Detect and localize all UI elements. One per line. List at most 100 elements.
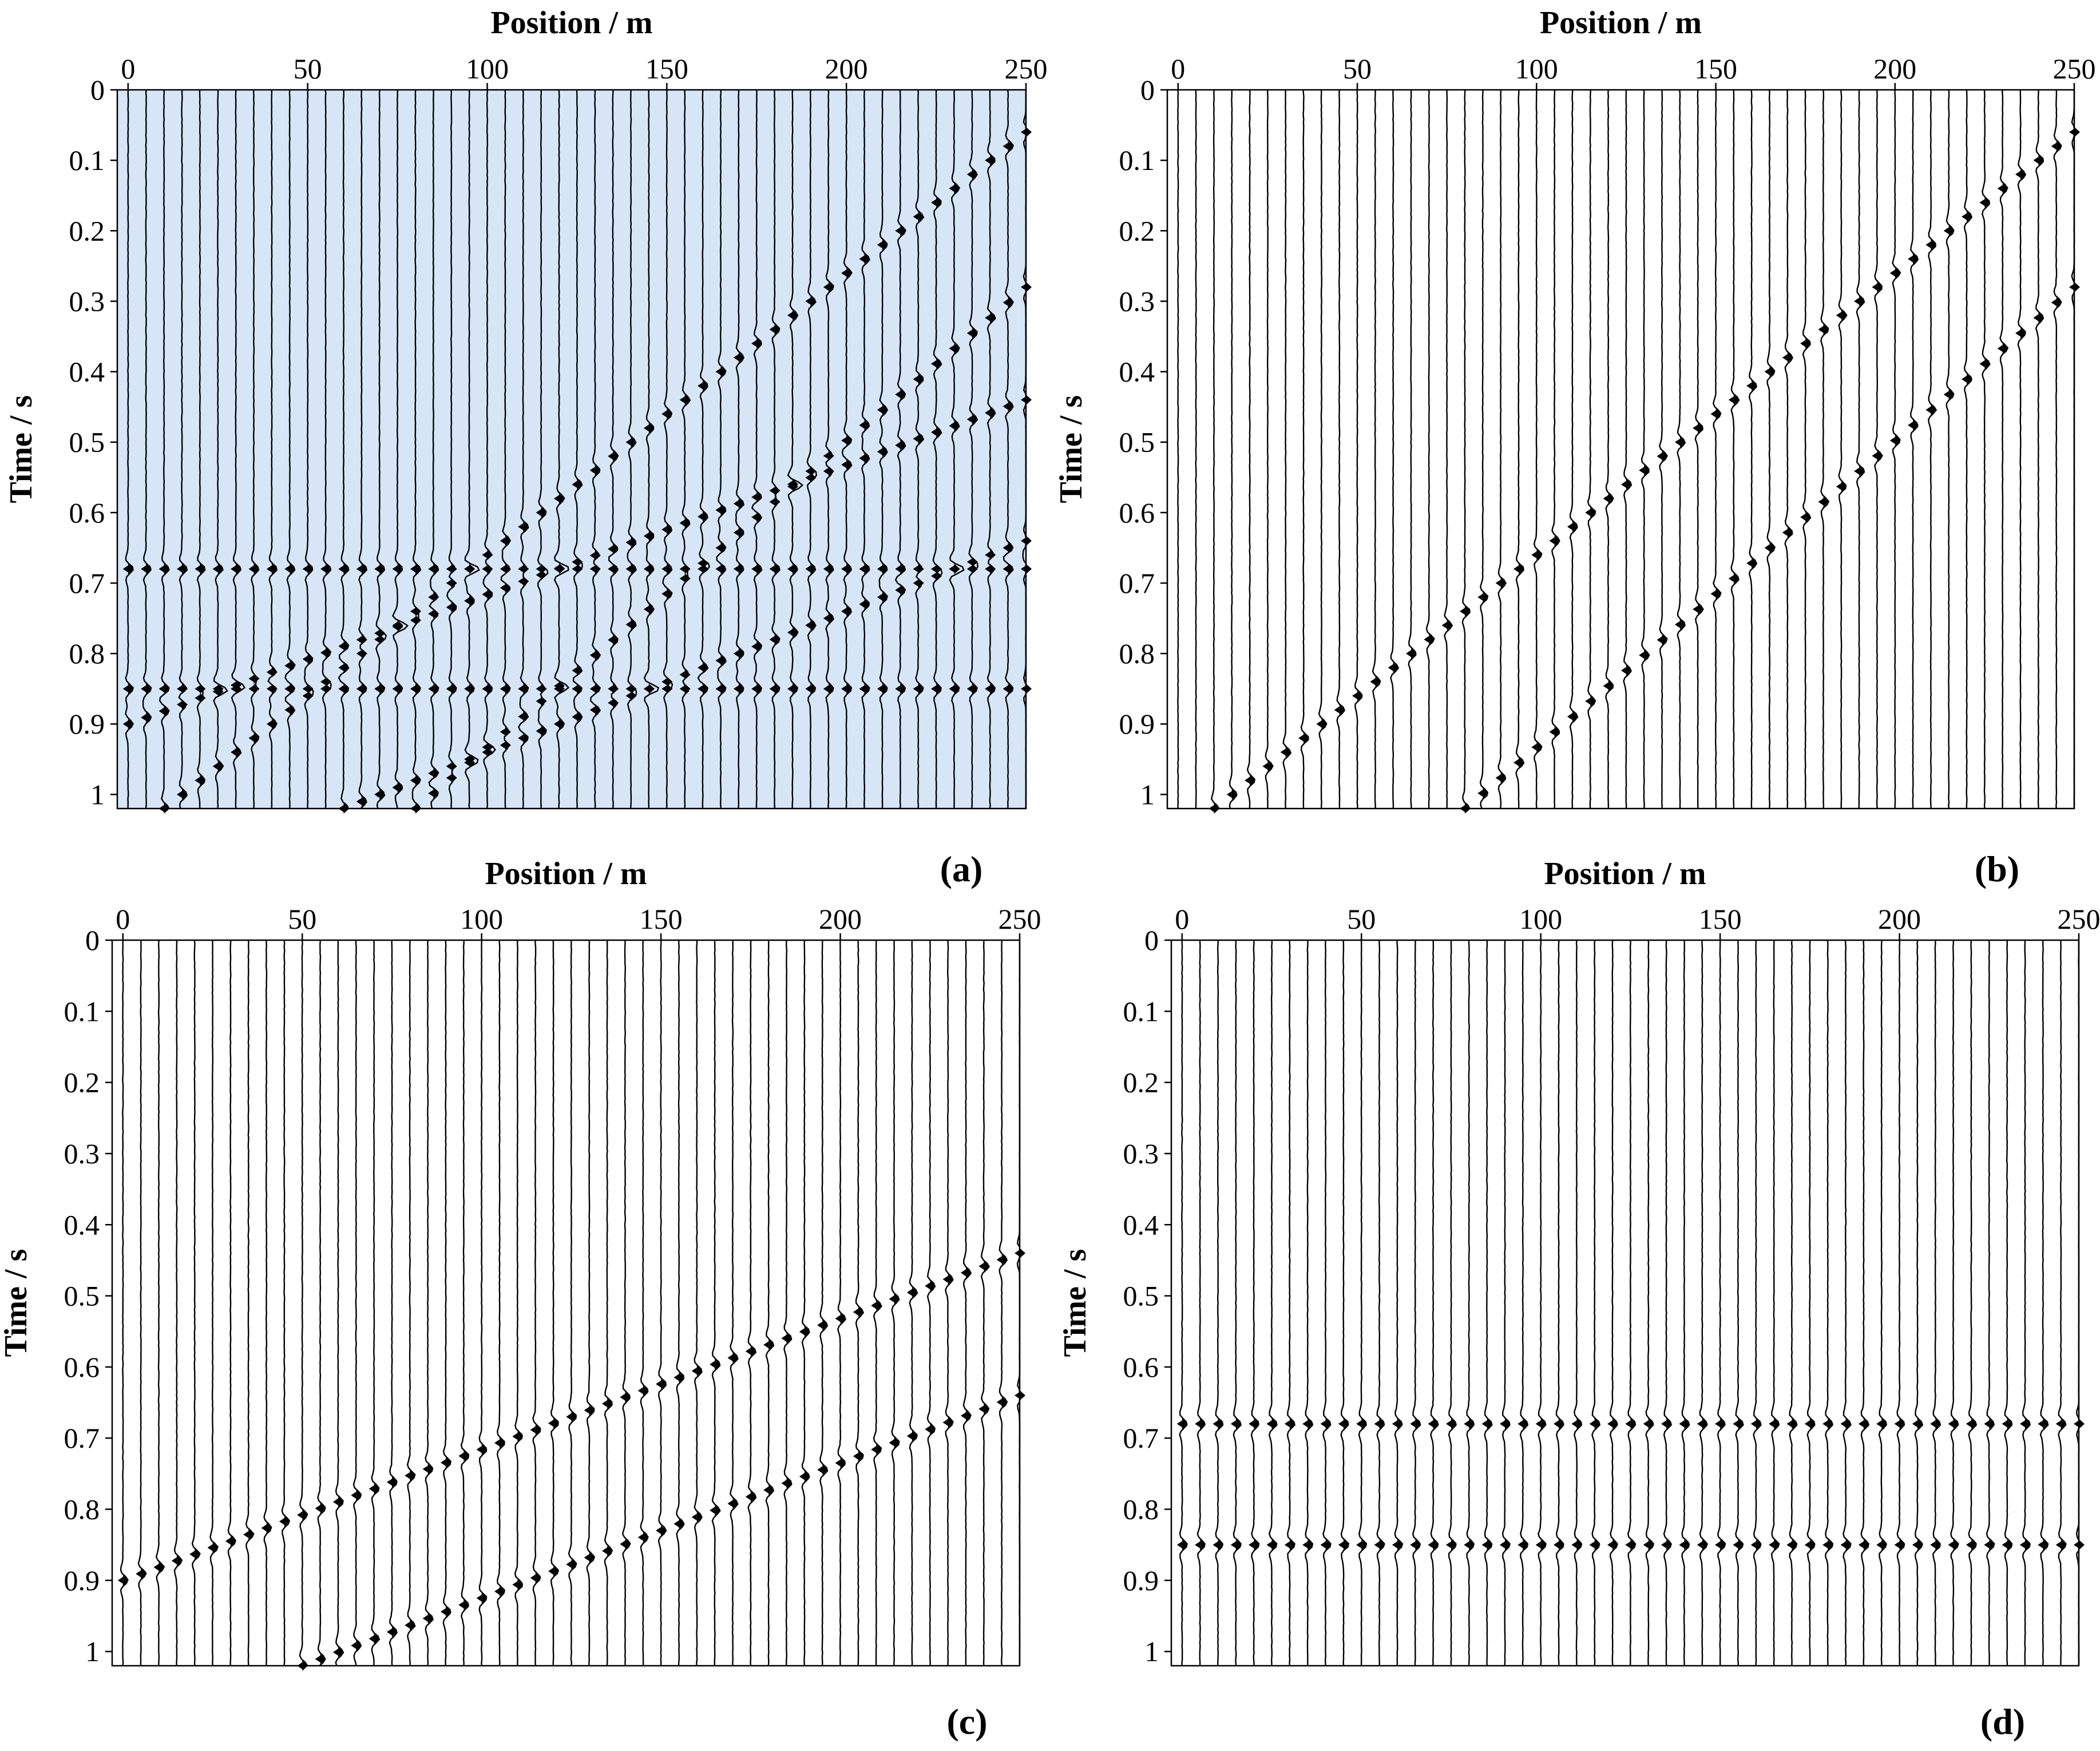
y-tick-label: 0.4 (69, 356, 105, 388)
event-trough (769, 487, 775, 494)
y-tick-label: 0.1 (1119, 144, 1155, 176)
y-tick-label: 0.8 (69, 637, 105, 670)
event-peak (756, 564, 763, 575)
event-trough (1818, 326, 1824, 333)
event-peak (1303, 732, 1310, 743)
event-trough (1021, 128, 1026, 136)
trace (855, 940, 864, 1666)
event-trough (441, 1459, 446, 1466)
event-peak (936, 197, 942, 208)
event-trough (698, 513, 703, 520)
event-trough (171, 1557, 177, 1564)
event-trough (572, 558, 577, 565)
trace (1265, 89, 1274, 809)
event-trough (978, 1262, 984, 1270)
event-peak (667, 676, 673, 687)
trace (460, 940, 470, 1666)
trace (120, 940, 129, 1666)
event-trough (195, 777, 200, 784)
event-peak (684, 670, 691, 680)
y-tick-label: 0.6 (1123, 1351, 1159, 1383)
event-trough (1912, 1541, 1917, 1548)
trace (1533, 89, 1543, 809)
event-trough (554, 720, 559, 728)
trace (406, 940, 416, 1666)
trace (1229, 89, 1238, 809)
event-trough (1943, 227, 1949, 235)
event-trough (1176, 1541, 1182, 1548)
event-trough (1021, 685, 1026, 692)
event-peak (500, 1586, 505, 1597)
event-peak (648, 530, 655, 541)
event-peak (1001, 1397, 1008, 1408)
event-trough (320, 678, 326, 686)
event-peak (571, 1559, 577, 1570)
event-peak (517, 1431, 524, 1442)
event-trough (1513, 759, 1519, 766)
event-peak (882, 683, 888, 694)
event-trough (691, 1514, 697, 1521)
event-peak (936, 564, 942, 575)
event-peak (1733, 394, 1740, 405)
event-peak (1343, 1539, 1349, 1550)
event-trough (315, 1655, 320, 1663)
event-trough (446, 565, 451, 573)
y-tick-label: 0.9 (64, 1564, 100, 1596)
event-trough (643, 605, 649, 613)
event-peak (1285, 747, 1291, 758)
event-peak (481, 1444, 488, 1455)
event-peak (984, 1404, 990, 1415)
event-peak (1863, 1419, 1869, 1429)
event-trough (428, 565, 434, 573)
event-peak (1576, 1419, 1583, 1429)
event-trough (446, 685, 451, 692)
y-tick-label: 1 (1144, 1635, 1159, 1667)
event-trough (1894, 1420, 1900, 1428)
event-peak (822, 1320, 829, 1330)
event-peak (756, 641, 763, 652)
event-peak (146, 564, 152, 575)
event-trough (961, 1412, 966, 1419)
event-trough (871, 1446, 877, 1453)
event-trough (1589, 1541, 1595, 1548)
event-peak (1612, 1539, 1619, 1550)
trace (586, 940, 596, 1666)
event-peak (217, 761, 224, 772)
event-peak (541, 507, 547, 518)
event-trough (302, 692, 308, 699)
event-trough (643, 425, 649, 432)
event-peak (954, 564, 960, 575)
event-trough (841, 565, 847, 573)
event-trough (1822, 1420, 1828, 1428)
event-peak (500, 1437, 505, 1448)
event-trough (877, 448, 882, 455)
event-peak (684, 564, 691, 575)
event-peak (1519, 757, 1524, 768)
event-peak (1429, 634, 1435, 645)
event-peak (553, 1566, 560, 1576)
event-peak (451, 602, 457, 613)
plot-frame (111, 939, 1021, 1667)
event-trough (500, 728, 505, 735)
event-peak (446, 1457, 451, 1468)
event-trough (602, 1400, 608, 1407)
x-tick-label: 100 (1519, 903, 1562, 935)
event-trough (1320, 1420, 1326, 1428)
event-peak (1895, 268, 1901, 279)
event-peak (1756, 1419, 1762, 1429)
event-peak (433, 768, 439, 779)
event-trough (500, 565, 505, 573)
event-trough (1535, 1420, 1541, 1428)
event-trough (823, 565, 829, 573)
y-tick-label: 0 (1144, 924, 1159, 956)
event-trough (1625, 1541, 1631, 1548)
event-trough (374, 636, 380, 643)
trace (1444, 89, 1453, 809)
event-peak (900, 440, 906, 451)
event-trough (942, 1419, 948, 1426)
event-peak (343, 683, 350, 694)
event-trough (877, 241, 882, 248)
event-trough (1446, 1420, 1451, 1428)
event-peak (607, 1399, 613, 1409)
y-tick-label: 0.5 (64, 1280, 100, 1312)
